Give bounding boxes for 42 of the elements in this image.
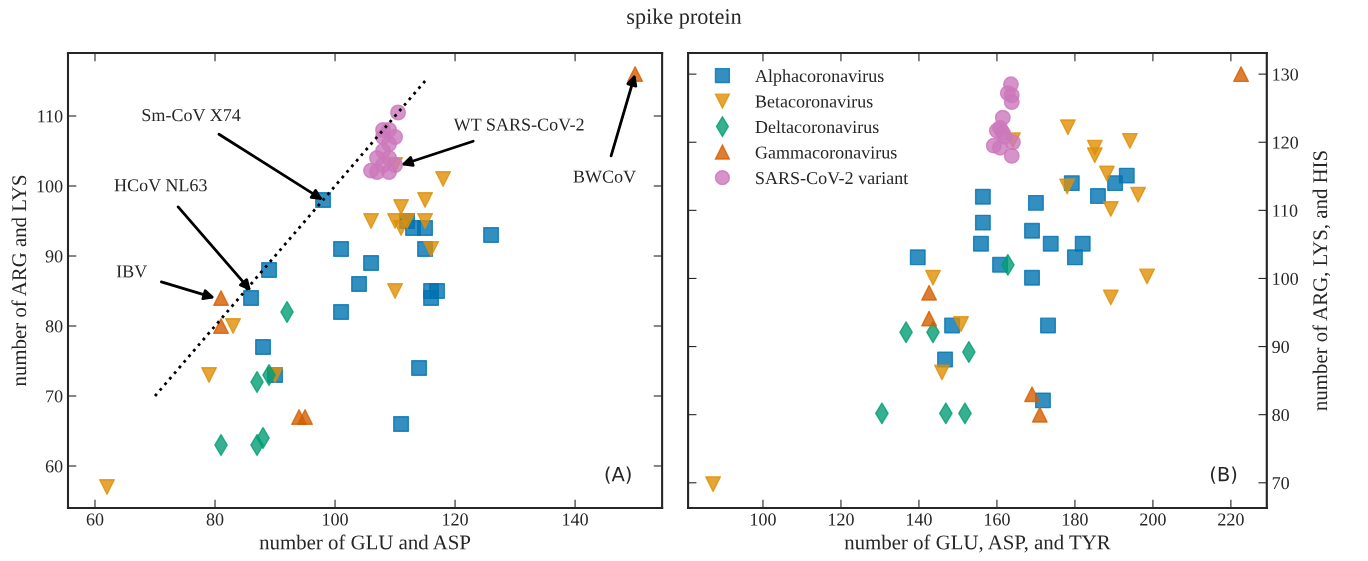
x-tick-label: 140 [906,513,932,526]
annotation: HCoV NL63 [114,179,207,192]
x-tick-label: 100 [323,513,348,526]
y-tick-label: 80 [45,320,63,333]
x-tick-label: 200 [1140,513,1166,526]
y2-tick-label: 130 [1273,68,1299,81]
y-tick-label: 110 [38,110,63,123]
y2-axis-title: number of ARG, LYS, and HIS [1312,151,1331,411]
y-tick-label: 100 [37,180,63,193]
x-tick-label: 60 [86,513,104,526]
y2-tick-label: 110 [1273,204,1298,217]
annotation: (A) [605,466,631,484]
y-tick-label: 70 [46,390,63,403]
x-tick-label: 180 [1062,513,1088,526]
x-tick-label: 100 [751,513,776,526]
y2-tick-label: 70 [1272,477,1289,490]
x-tick-label: 120 [829,513,854,526]
y-tick-label: 60 [45,460,63,473]
legend-label: Betacoronavirus [755,95,873,108]
x-axis-title: number of GLU and ASP [259,534,471,550]
annotation: BWCoV [573,170,636,183]
annotation: IBV [116,265,148,278]
legend-label: Alphacoronavirus [755,69,884,86]
y2-tick-label: 100 [1273,272,1299,285]
legend-label: Gammacoronavirus [755,146,897,159]
y2-tick-label: 120 [1273,136,1299,149]
x-tick-label: 80 [206,513,224,526]
annotation: WT SARS-CoV-2 [453,118,584,131]
legend-label: Deltacoronavirus [755,120,879,134]
y2-tick-label: 90 [1272,340,1289,354]
x-tick-label: 160 [984,513,1010,526]
annotation: (B) [1210,466,1237,484]
y2-tick-label: 80 [1272,408,1289,422]
x-tick-label: 120 [443,513,468,526]
y-tick-label: 90 [45,250,63,263]
x-tick-label: 140 [563,513,588,526]
annotation: Sm-CoV X74 [142,109,241,122]
chart-title: spike protein [627,8,742,29]
x-axis-title: number of GLU, ASP, and TYR [844,534,1111,553]
y-axis-title: number of ARG and LYS [11,175,27,387]
legend-label: SARS-CoV-2 variant [756,171,909,185]
x-tick-label: 220 [1218,513,1244,526]
